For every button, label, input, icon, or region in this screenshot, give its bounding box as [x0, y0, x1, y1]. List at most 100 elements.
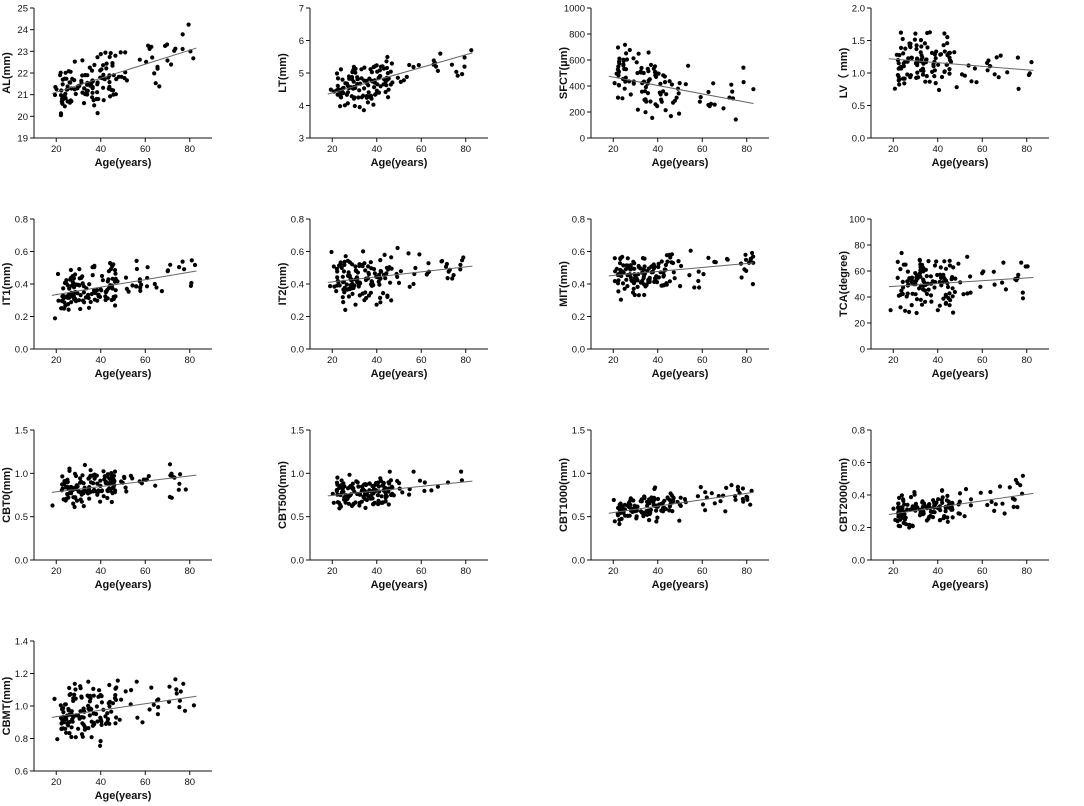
- data-point: [628, 496, 633, 501]
- data-point: [356, 95, 361, 100]
- data-point: [912, 37, 918, 42]
- y-tick-label: 19: [17, 134, 28, 145]
- data-point: [462, 55, 467, 60]
- data-point: [108, 51, 113, 56]
- y-tick-label: 6: [299, 36, 304, 47]
- data-point: [350, 281, 355, 286]
- data-point: [656, 264, 661, 270]
- data-point: [92, 476, 97, 481]
- data-point: [361, 108, 366, 113]
- x-tick-label: 20: [888, 144, 899, 155]
- data-point: [897, 495, 902, 500]
- data-point: [435, 484, 440, 489]
- data-point: [99, 489, 104, 494]
- y-axis-title: CBT1000(mm): [558, 458, 570, 532]
- data-point: [435, 68, 440, 73]
- data-point: [921, 269, 926, 274]
- data-point: [364, 497, 369, 503]
- data-point: [460, 72, 465, 77]
- data-point: [618, 501, 623, 506]
- data-point: [138, 288, 143, 293]
- scatter-panel-6: 0.0 0.2 0.4 0.6 0.8 20 40 60 80 Age(years) IT2(mm): [277, 215, 488, 380]
- data-point: [993, 502, 998, 507]
- data-point: [899, 493, 905, 498]
- data-point: [669, 82, 675, 87]
- data-point: [921, 279, 926, 284]
- data-point: [67, 468, 72, 473]
- y-tick-label: 21: [17, 90, 28, 101]
- data-point: [149, 44, 154, 49]
- data-point: [749, 488, 754, 493]
- data-point: [928, 274, 934, 279]
- data-point: [940, 495, 945, 500]
- y-tick-label: 0.0: [15, 556, 28, 567]
- data-point: [908, 75, 913, 80]
- x-tick-label: 60: [977, 566, 988, 577]
- data-point: [646, 266, 652, 271]
- data-point: [65, 492, 70, 497]
- data-point: [721, 106, 726, 111]
- data-point: [138, 285, 143, 290]
- data-point: [345, 258, 350, 263]
- data-point: [60, 486, 65, 491]
- data-point: [924, 518, 930, 523]
- data-point: [703, 490, 708, 495]
- data-point: [924, 291, 930, 297]
- data-point: [63, 70, 68, 75]
- data-point: [105, 711, 110, 716]
- data-point: [353, 268, 358, 273]
- x-tick-label: 80: [460, 144, 471, 155]
- y-tick-label: 1.0: [15, 469, 28, 480]
- data-point: [996, 75, 1001, 80]
- data-point: [355, 279, 360, 284]
- data-point: [95, 481, 100, 486]
- data-point: [639, 65, 644, 71]
- data-point: [374, 302, 379, 307]
- data-point: [938, 272, 943, 277]
- y-tick-label: 0.6: [15, 247, 28, 258]
- data-point: [58, 70, 63, 75]
- data-point: [740, 486, 746, 491]
- data-point: [910, 524, 915, 529]
- data-point: [897, 82, 902, 87]
- data-point: [341, 300, 346, 305]
- data-point: [183, 487, 188, 492]
- data-point: [83, 73, 88, 78]
- data-point: [951, 310, 956, 315]
- data-point: [155, 64, 160, 69]
- data-point: [66, 307, 71, 312]
- data-point: [932, 263, 938, 268]
- data-point: [191, 56, 196, 61]
- data-point: [90, 95, 95, 100]
- data-point: [177, 698, 182, 703]
- data-point: [625, 284, 630, 289]
- data-point: [916, 75, 921, 80]
- data-point: [113, 276, 118, 281]
- data-point: [156, 697, 161, 702]
- data-point: [101, 98, 106, 103]
- data-point: [627, 503, 632, 508]
- data-point: [942, 49, 947, 54]
- data-point: [72, 681, 77, 686]
- data-point: [95, 111, 100, 116]
- data-point: [913, 61, 919, 66]
- trend-line: [327, 265, 473, 283]
- y-tick-label: 0.8: [572, 215, 585, 226]
- data-point: [712, 259, 717, 264]
- data-point: [654, 519, 659, 524]
- scatter-panel-2: 3 4 5 6 7 20 40 60 80 Age(years) LT(mm): [277, 4, 488, 169]
- data-point: [947, 71, 952, 76]
- data-point: [643, 110, 648, 115]
- y-tick-label: 0.6: [572, 247, 585, 258]
- data-point: [908, 495, 914, 500]
- data-point: [676, 91, 681, 96]
- data-point: [617, 517, 622, 523]
- data-point: [378, 84, 383, 89]
- data-point: [462, 64, 467, 69]
- data-point: [631, 56, 636, 61]
- data-point: [950, 294, 955, 299]
- data-point: [978, 284, 983, 289]
- data-point: [615, 45, 621, 50]
- data-point: [625, 256, 630, 261]
- data-point: [123, 50, 128, 55]
